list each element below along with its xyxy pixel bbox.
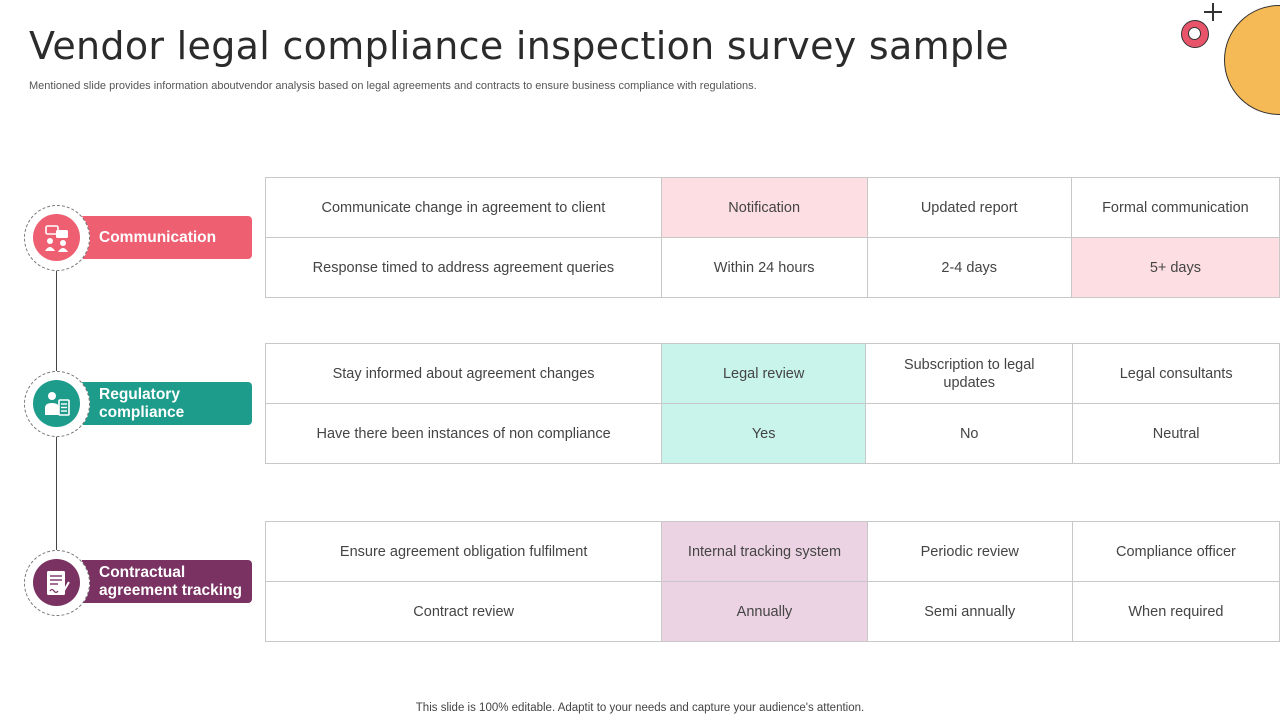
person-clipboard-icon [33,380,80,427]
section-label-contractual: Contractual agreement tracking [82,560,252,603]
slide-subtitle: Mentioned slide provides information abo… [29,80,757,92]
contract-signature-icon [33,559,80,606]
table-row: Ensure agreement obligation fulfilment I… [264,521,1280,582]
table-cell: Formal communication [1070,177,1280,238]
table-cell: Neutral [1072,403,1280,464]
section-communication: Communication Communicate change in agre… [0,177,1280,299]
table-row: Contract review Annually Semi annually W… [264,581,1280,642]
decorative-orange-circle [1224,5,1280,115]
table-cell: 5+ days [1070,237,1280,298]
table-cell: Communicate change in agreement to clien… [265,177,662,238]
table-cell: Periodic review [866,521,1073,582]
table-cell: Legal consultants [1072,343,1280,404]
table-cell: Stay informed about agreement changes [264,343,663,404]
decorative-ring-icon [1181,20,1209,48]
section-icon-frame [24,371,90,437]
section-label-communication: Communication [82,216,252,259]
decorative-plus-icon [1204,3,1222,21]
section-label-text: Communication [99,228,217,246]
table-cell: Subscription to legal updates [865,343,1074,404]
section-label-text: Regulatory compliance [99,385,185,421]
section-label-text: Contractual agreement tracking [99,563,242,599]
contractual-table: Ensure agreement obligation fulfilment I… [264,521,1280,642]
table-cell: Annually [661,581,868,642]
section-icon-frame [24,550,90,616]
table-cell: Semi annually [866,581,1073,642]
table-cell: Compliance officer [1071,521,1280,582]
table-cell: When required [1071,581,1280,642]
table-cell: 2-4 days [866,237,1072,298]
table-cell: Contract review [264,581,663,642]
table-row: Communicate change in agreement to clien… [265,177,1280,238]
table-cell: Have there been instances of non complia… [264,403,663,464]
table-cell: Yes [661,403,867,464]
section-label-regulatory: Regulatory compliance [82,382,252,425]
table-cell: Internal tracking system [661,521,868,582]
table-row: Stay informed about agreement changes Le… [264,343,1280,404]
table-cell: Response timed to address agreement quer… [265,237,662,298]
section-regulatory-compliance: Regulatory compliance Stay informed abou… [0,343,1280,465]
section-contractual-agreement-tracking: Contractual agreement tracking Ensure ag… [0,521,1280,643]
table-cell: Notification [660,177,868,238]
table-cell: Updated report [866,177,1072,238]
table-cell: Within 24 hours [660,237,868,298]
people-chat-icon [33,214,80,261]
section-icon-frame [24,205,90,271]
table-cell: Legal review [661,343,867,404]
regulatory-table: Stay informed about agreement changes Le… [264,343,1280,464]
table-row: Have there been instances of non complia… [264,403,1280,464]
table-cell: Ensure agreement obligation fulfilment [264,521,663,582]
table-cell: No [865,403,1074,464]
communication-table: Communicate change in agreement to clien… [265,177,1280,298]
slide-title: Vendor legal compliance inspection surve… [29,24,1009,68]
table-row: Response timed to address agreement quer… [265,237,1280,298]
slide-footer: This slide is 100% editable. Adaptit to … [415,702,865,714]
